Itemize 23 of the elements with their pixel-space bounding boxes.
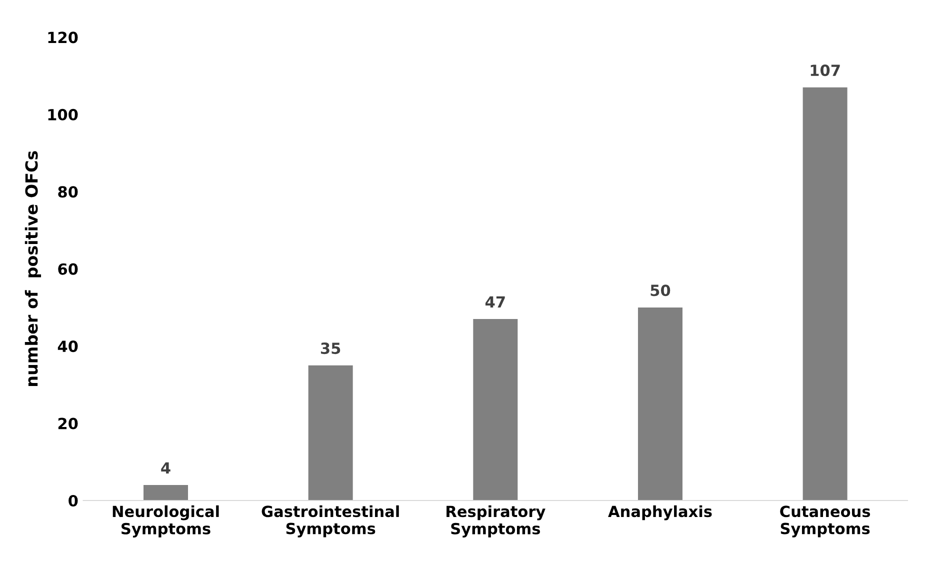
data-label: 4: [161, 462, 170, 474]
y-tick-label: 40: [58, 340, 78, 352]
y-tick-label: 80: [58, 186, 78, 198]
y-tick-label: 60: [58, 263, 78, 275]
data-label: 107: [810, 64, 840, 76]
bar: [638, 307, 682, 500]
x-tick-label: Anaphylaxis: [608, 505, 712, 520]
bar: [308, 365, 353, 500]
y-tick-label: 100: [48, 108, 78, 120]
x-tick-label: Gastrointestinal Symptoms: [262, 505, 399, 538]
x-tick-label: Neurological Symptoms: [112, 505, 219, 538]
x-tick-label: Cutaneous Symptoms: [780, 506, 870, 538]
y-tick-label: 120: [48, 32, 78, 44]
y-tick-label: 0: [68, 494, 78, 507]
x-tick-label: Respiratory Symptoms: [446, 505, 546, 538]
y-axis-title: number of positive OFCs: [24, 151, 42, 386]
data-label: 47: [485, 296, 505, 308]
y-tick-label: 20: [58, 418, 78, 430]
bar: [802, 87, 848, 500]
data-label: 50: [650, 284, 670, 296]
bar: [144, 485, 188, 500]
bar: [473, 319, 518, 500]
data-label: 35: [320, 342, 340, 354]
